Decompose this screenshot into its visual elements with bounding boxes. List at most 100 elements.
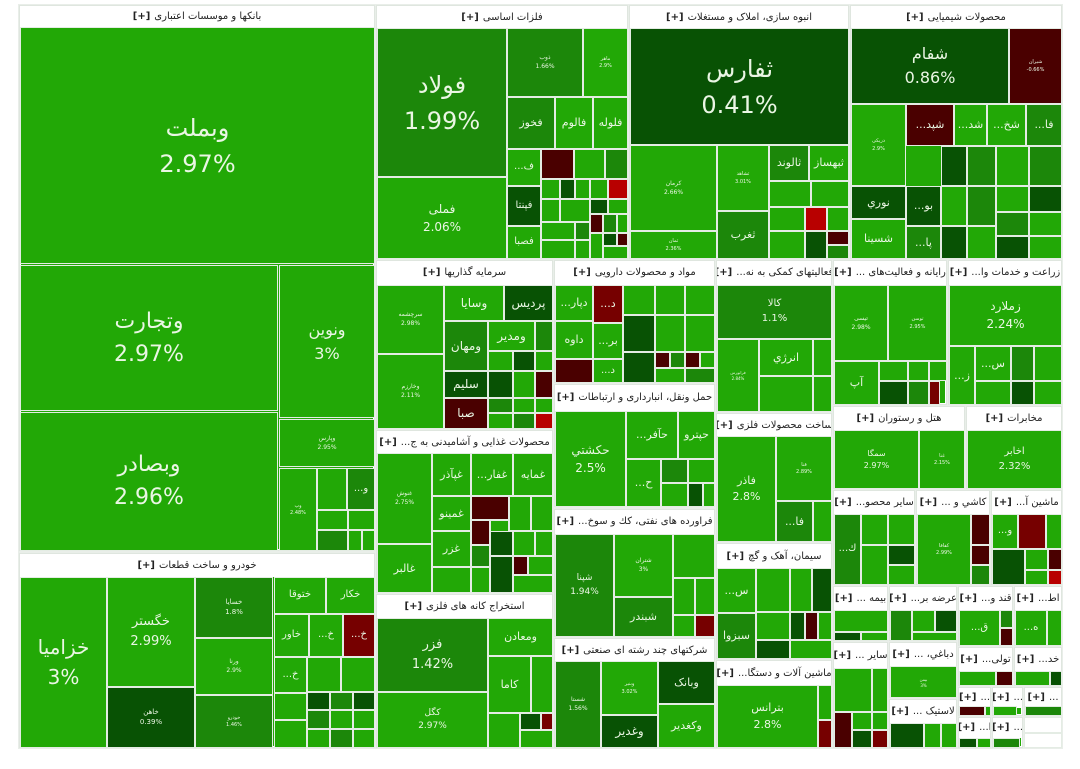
stock-tile[interactable]: و... — [992, 514, 1018, 549]
stock-tile[interactable]: و... — [347, 468, 375, 510]
stock-tile[interactable] — [471, 545, 490, 567]
stock-tile[interactable] — [818, 612, 832, 640]
stock-tile[interactable] — [1047, 610, 1062, 646]
stock-tile[interactable] — [1050, 671, 1062, 686]
stock-tile[interactable]: ونوین 3% — [279, 265, 375, 418]
stock-tile[interactable]: فملی 2.06% — [377, 177, 507, 259]
expand-sector-button[interactable]: [+] — [834, 593, 853, 604]
stock-tile[interactable]: داوه — [555, 321, 593, 359]
stock-tile[interactable] — [996, 671, 1013, 686]
stock-tile[interactable] — [362, 530, 375, 551]
stock-tile[interactable]: دریکی 2.9% — [851, 104, 906, 186]
sector-header[interactable]: هتل و رستوران [+] — [834, 407, 964, 430]
stock-tile[interactable] — [541, 713, 553, 730]
stock-tile[interactable] — [623, 315, 655, 352]
stock-tile[interactable] — [685, 352, 700, 368]
stock-tile[interactable] — [535, 398, 553, 413]
stock-tile[interactable] — [827, 207, 849, 231]
stock-tile[interactable] — [590, 214, 603, 233]
stock-tile[interactable] — [673, 615, 695, 637]
stock-tile[interactable] — [703, 483, 715, 507]
stock-tile[interactable]: شبندر — [614, 597, 673, 637]
expand-sector-button[interactable]: [+] — [891, 706, 909, 717]
expand-sector-button[interactable]: [+] — [573, 267, 591, 278]
stock-tile[interactable] — [348, 510, 375, 530]
stock-tile[interactable] — [1029, 212, 1062, 236]
stock-tile[interactable] — [852, 730, 872, 748]
stock-tile[interactable] — [834, 632, 861, 641]
stock-tile[interactable]: غالبر — [377, 544, 432, 593]
stock-tile[interactable] — [528, 556, 553, 575]
stock-tile[interactable] — [912, 610, 935, 632]
stock-tile[interactable]: کاما — [488, 656, 531, 713]
stock-tile[interactable]: وبنیر 3.02% — [601, 661, 658, 715]
stock-tile[interactable]: ومهان — [444, 321, 488, 371]
stock-tile[interactable] — [996, 186, 1029, 212]
stock-tile[interactable] — [513, 371, 535, 398]
sector-header[interactable]: ...[+] — [1025, 688, 1061, 707]
stock-tile[interactable] — [695, 578, 715, 615]
sector-header[interactable]: ...[+] — [993, 688, 1022, 707]
expand-sector-button[interactable]: [+] — [1016, 654, 1035, 665]
stock-tile[interactable] — [834, 668, 872, 712]
stock-tile[interactable]: خسایا 1.8% — [195, 577, 273, 638]
stock-tile[interactable] — [1000, 610, 1013, 628]
stock-tile[interactable] — [432, 567, 471, 593]
stock-tile[interactable] — [769, 181, 811, 207]
stock-tile[interactable] — [575, 240, 590, 259]
sector-header[interactable]: حمل ونقل، انبارداری و ارتباطات [+] — [555, 385, 714, 410]
stock-tile[interactable] — [971, 514, 990, 545]
stock-tile[interactable] — [929, 381, 940, 405]
stock-tile[interactable]: ثغرب — [717, 211, 769, 259]
stock-tile[interactable] — [888, 565, 915, 585]
expand-sector-button[interactable]: [+] — [890, 593, 907, 604]
stock-tile[interactable] — [655, 352, 670, 368]
stock-tile[interactable] — [890, 610, 912, 641]
sector-header[interactable]: خد... [+] — [1015, 648, 1061, 671]
stock-tile[interactable] — [1011, 381, 1034, 405]
sector-header[interactable]: سایر محصو... [+] — [834, 491, 914, 514]
stock-tile[interactable] — [827, 245, 849, 259]
stock-tile[interactable]: کالا 1.1% — [717, 285, 832, 339]
stock-tile[interactable] — [1024, 717, 1062, 733]
stock-tile[interactable] — [759, 376, 813, 412]
sector-header[interactable]: سیمان، آهک و گچ [+] — [717, 544, 831, 568]
stock-tile[interactable]: غفار... — [471, 453, 513, 496]
stock-tile[interactable] — [813, 376, 832, 412]
sector-header[interactable]: کاشي و ... [+] — [917, 491, 989, 514]
stock-tile[interactable] — [488, 713, 520, 748]
stock-tile[interactable] — [590, 199, 608, 214]
sector-header[interactable]: مواد و محصولات دارویی [+] — [555, 261, 714, 284]
stock-tile[interactable] — [685, 368, 715, 383]
stock-tile[interactable]: شسینا — [851, 219, 906, 259]
sector-header[interactable]: شرکتهای چند رشته ای صنعتی [+] — [555, 639, 714, 661]
stock-tile[interactable]: ه... — [1015, 610, 1047, 646]
stock-tile[interactable]: شفام 0.86% — [851, 28, 1009, 104]
stock-tile[interactable]: ومدیر — [488, 321, 535, 351]
expand-sector-button[interactable]: [+] — [960, 654, 978, 665]
stock-tile[interactable] — [590, 233, 603, 259]
sector-header[interactable]: فلزات اساسی [+] — [377, 6, 627, 28]
stock-tile[interactable]: وغدیر — [601, 715, 658, 748]
stock-tile[interactable] — [541, 199, 560, 222]
stock-tile[interactable] — [996, 146, 1029, 186]
stock-tile[interactable] — [488, 413, 513, 429]
stock-tile[interactable] — [655, 368, 685, 383]
stock-tile[interactable] — [535, 413, 553, 429]
expand-sector-button[interactable]: [+] — [993, 692, 1010, 703]
sector-header[interactable]: بانکها و موسسات اعتباری [+] — [20, 6, 374, 27]
stock-tile[interactable] — [993, 738, 1020, 748]
stock-tile[interactable]: سلیم — [444, 371, 488, 398]
stock-tile[interactable]: وخارزم 2.11% — [377, 354, 444, 429]
stock-tile[interactable] — [307, 729, 330, 748]
stock-tile[interactable] — [673, 534, 715, 578]
stock-tile[interactable]: پردیس — [504, 285, 553, 321]
stock-tile[interactable] — [872, 730, 888, 748]
stock-tile[interactable] — [879, 361, 908, 381]
stock-tile[interactable]: غنوش 2.75% — [377, 453, 432, 544]
sector-header[interactable]: ماشین آ... [+] — [992, 491, 1061, 514]
stock-tile[interactable]: فنا 2.89% — [776, 436, 832, 501]
stock-tile[interactable]: ثفارس 0.41% — [630, 28, 849, 145]
stock-tile[interactable] — [541, 240, 575, 259]
stock-tile[interactable] — [1024, 733, 1062, 748]
